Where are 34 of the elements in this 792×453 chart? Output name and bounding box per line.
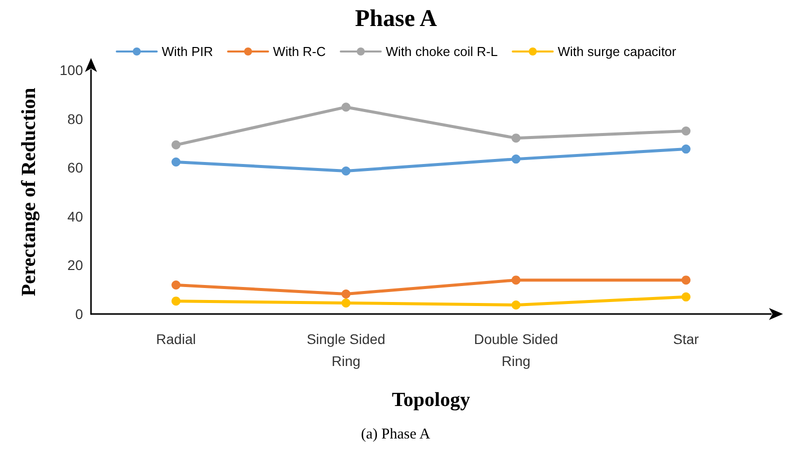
point <box>172 157 180 166</box>
point <box>172 140 180 150</box>
y-tick-label: 40 <box>67 208 84 224</box>
point <box>172 296 180 306</box>
y-tick-label: 100 <box>60 62 84 78</box>
x-tick-label: Star <box>673 331 700 347</box>
legend-label: With PIR <box>162 44 214 59</box>
point <box>682 126 690 136</box>
point <box>512 276 520 285</box>
point <box>342 166 350 176</box>
y-tick-label: 60 <box>67 160 84 176</box>
point <box>512 134 520 143</box>
point <box>682 144 690 154</box>
point <box>342 102 350 112</box>
x-tick-label: Radial <box>156 331 196 347</box>
chart-title: Phase A <box>354 6 438 32</box>
point <box>682 276 690 285</box>
legend-label: With R-C <box>273 44 326 59</box>
x-tick-label: Double Sided Ring <box>474 331 558 369</box>
x-tick-label: Single Sided Ring <box>306 331 386 369</box>
legend-label: With choke coil R-L <box>386 44 498 59</box>
y-tick-label: 80 <box>67 110 84 127</box>
y-tick-label: 20 <box>67 257 84 274</box>
x-axis-title: Topology <box>392 389 470 411</box>
point <box>512 300 520 310</box>
point <box>342 289 350 298</box>
y-axis-title: Perectange of Reduction <box>18 88 40 296</box>
point <box>512 154 520 164</box>
text: (a) Phase A <box>361 426 430 442</box>
legend-label: With surge capacitor <box>558 44 677 59</box>
point <box>172 280 180 290</box>
point <box>342 298 350 308</box>
y-tick-label: 0 <box>75 306 84 322</box>
point <box>682 292 690 302</box>
